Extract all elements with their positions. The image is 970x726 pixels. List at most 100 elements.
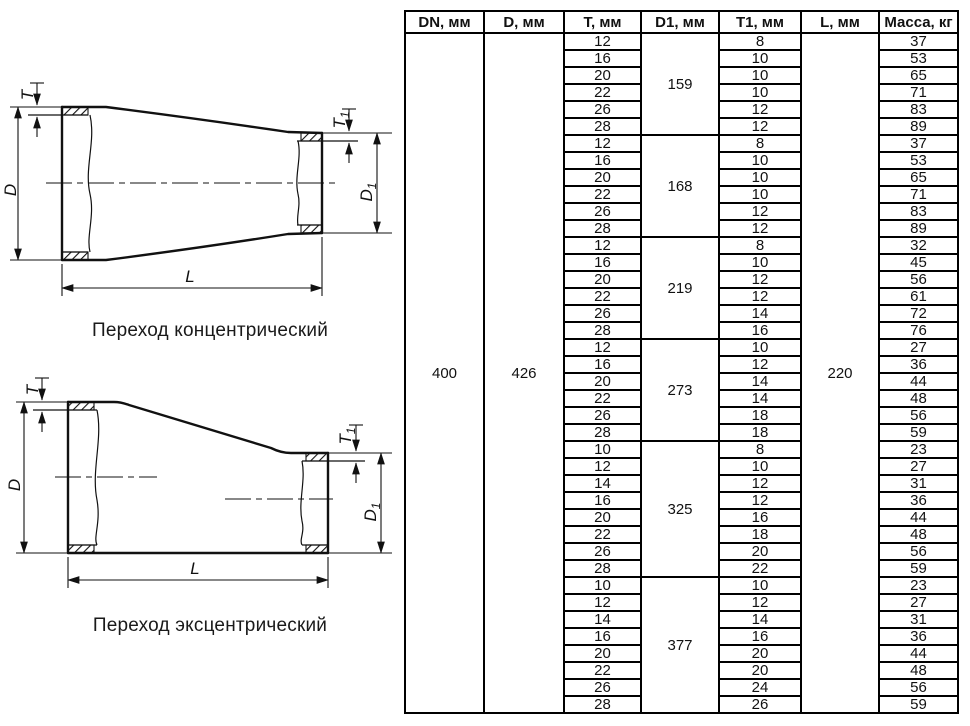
cell-mass: 56 bbox=[878, 542, 959, 561]
cell-t: 26 bbox=[563, 304, 642, 323]
table-row: 26 14 72 bbox=[405, 304, 959, 323]
cell-t1: 14 bbox=[718, 304, 802, 323]
cell-mass: 59 bbox=[878, 423, 959, 442]
cell-mass: 53 bbox=[878, 49, 959, 68]
table-row: 26 12 83 bbox=[405, 100, 959, 119]
concentric-dimensions bbox=[10, 82, 392, 296]
cell-mass: 71 bbox=[878, 185, 959, 204]
cell-t1: 18 bbox=[718, 525, 802, 544]
cell-dn: 400 bbox=[404, 32, 485, 714]
cell-t: 14 bbox=[563, 474, 642, 493]
cell-t: 26 bbox=[563, 406, 642, 425]
cell-mass: 36 bbox=[878, 491, 959, 510]
table-row: 400 426 12 159 8 220 37 bbox=[404, 32, 959, 714]
cell-t1: 12 bbox=[718, 491, 802, 510]
cell-t: 26 bbox=[563, 100, 642, 119]
dim-label-t: T bbox=[18, 88, 37, 100]
cell-t1: 10 bbox=[718, 457, 802, 476]
cell-t: 16 bbox=[563, 151, 642, 170]
cell-t: 20 bbox=[563, 270, 642, 289]
cell-mass: 72 bbox=[878, 304, 959, 323]
table-row: 26 20 56 bbox=[405, 542, 959, 561]
table-row: 16 16 36 bbox=[405, 627, 959, 646]
dim-label-d: D bbox=[5, 479, 24, 491]
cell-mass: 32 bbox=[878, 236, 959, 255]
cell-t1: 26 bbox=[718, 695, 802, 714]
table-row: 14 14 31 bbox=[405, 610, 959, 629]
concentric-inner-lines bbox=[28, 114, 358, 253]
cell-t: 22 bbox=[563, 185, 642, 204]
cell-mass: 89 bbox=[878, 117, 959, 136]
cell-t1: 20 bbox=[718, 644, 802, 663]
table-row: 28 12 89 bbox=[405, 117, 959, 136]
dim-label-l: L bbox=[185, 267, 194, 286]
cell-d: 426 bbox=[483, 32, 565, 714]
concentric-reducer-diagram: T D T1 D1 L bbox=[1, 82, 392, 296]
cell-t: 22 bbox=[563, 389, 642, 408]
table-row: 16 10 45 bbox=[405, 253, 959, 272]
cell-t1: 8 bbox=[718, 236, 802, 255]
col-header-mass: Масса, кг bbox=[878, 10, 959, 34]
col-header-d1: D1, мм bbox=[640, 10, 720, 34]
cell-l: 220 bbox=[800, 32, 880, 714]
table-row: 20 10 65 bbox=[405, 66, 959, 85]
eccentric-reducer-diagram: T D T1 D1 L bbox=[5, 377, 392, 588]
table-row: 20 20 44 bbox=[405, 644, 959, 663]
table-row: 12 10 27 bbox=[405, 457, 959, 476]
cell-t1: 12 bbox=[718, 593, 802, 612]
table-row: 20 14 44 bbox=[405, 372, 959, 391]
table-row: 28 18 59 bbox=[405, 423, 959, 442]
cell-t1: 10 bbox=[718, 151, 802, 170]
cell-mass: 45 bbox=[878, 253, 959, 272]
cell-mass: 71 bbox=[878, 83, 959, 102]
cell-t: 26 bbox=[563, 202, 642, 221]
table-row: 22 10 71 bbox=[405, 185, 959, 204]
cell-t: 20 bbox=[563, 644, 642, 663]
cell-t: 22 bbox=[563, 525, 642, 544]
cell-t: 12 bbox=[563, 338, 642, 357]
cell-t: 26 bbox=[563, 542, 642, 561]
table-row: 22 10 71 bbox=[405, 83, 959, 102]
cell-t1: 10 bbox=[718, 66, 802, 85]
cell-mass: 44 bbox=[878, 508, 959, 527]
cell-t: 14 bbox=[563, 610, 642, 629]
cell-t1: 14 bbox=[718, 372, 802, 391]
cell-t1: 10 bbox=[718, 576, 802, 595]
cell-t: 22 bbox=[563, 83, 642, 102]
cell-t1: 10 bbox=[718, 83, 802, 102]
table-row: 16 12 36 bbox=[405, 491, 959, 510]
cell-t: 28 bbox=[563, 423, 642, 442]
cell-t: 10 bbox=[563, 576, 642, 595]
eccentric-caption: Переход эксцентрический bbox=[92, 615, 328, 636]
dim-label-d: D bbox=[1, 184, 20, 196]
cell-t1: 10 bbox=[718, 338, 802, 357]
cell-mass: 48 bbox=[878, 525, 959, 544]
cell-t1: 18 bbox=[718, 406, 802, 425]
cell-mass: 65 bbox=[878, 66, 959, 85]
cell-t: 20 bbox=[563, 372, 642, 391]
cell-t: 16 bbox=[563, 253, 642, 272]
table-row: 20 12 56 bbox=[405, 270, 959, 289]
cell-t: 28 bbox=[563, 695, 642, 714]
cell-t1: 16 bbox=[718, 627, 802, 646]
cell-mass: 36 bbox=[878, 355, 959, 374]
cell-d1: 168 bbox=[640, 134, 720, 238]
dim-label-t1: T1 bbox=[336, 427, 358, 444]
cell-t1: 12 bbox=[718, 202, 802, 221]
cell-t: 16 bbox=[563, 627, 642, 646]
table-row: 16 12 36 bbox=[405, 355, 959, 374]
table-row: 20 16 44 bbox=[405, 508, 959, 527]
cell-t1: 10 bbox=[718, 253, 802, 272]
table-row: 22 14 48 bbox=[405, 389, 959, 408]
cell-t: 20 bbox=[563, 66, 642, 85]
cell-t1: 16 bbox=[718, 508, 802, 527]
cell-mass: 83 bbox=[878, 202, 959, 221]
cell-mass: 37 bbox=[878, 32, 959, 51]
table-row: 12 168 8 37 bbox=[405, 134, 959, 238]
cell-t1: 20 bbox=[718, 661, 802, 680]
table-row: 12 273 10 27 bbox=[405, 338, 959, 442]
eccentric-outline bbox=[66, 400, 330, 555]
table-row: 12 12 27 bbox=[405, 593, 959, 612]
table-row: 26 12 83 bbox=[405, 202, 959, 221]
cell-t1: 10 bbox=[718, 185, 802, 204]
